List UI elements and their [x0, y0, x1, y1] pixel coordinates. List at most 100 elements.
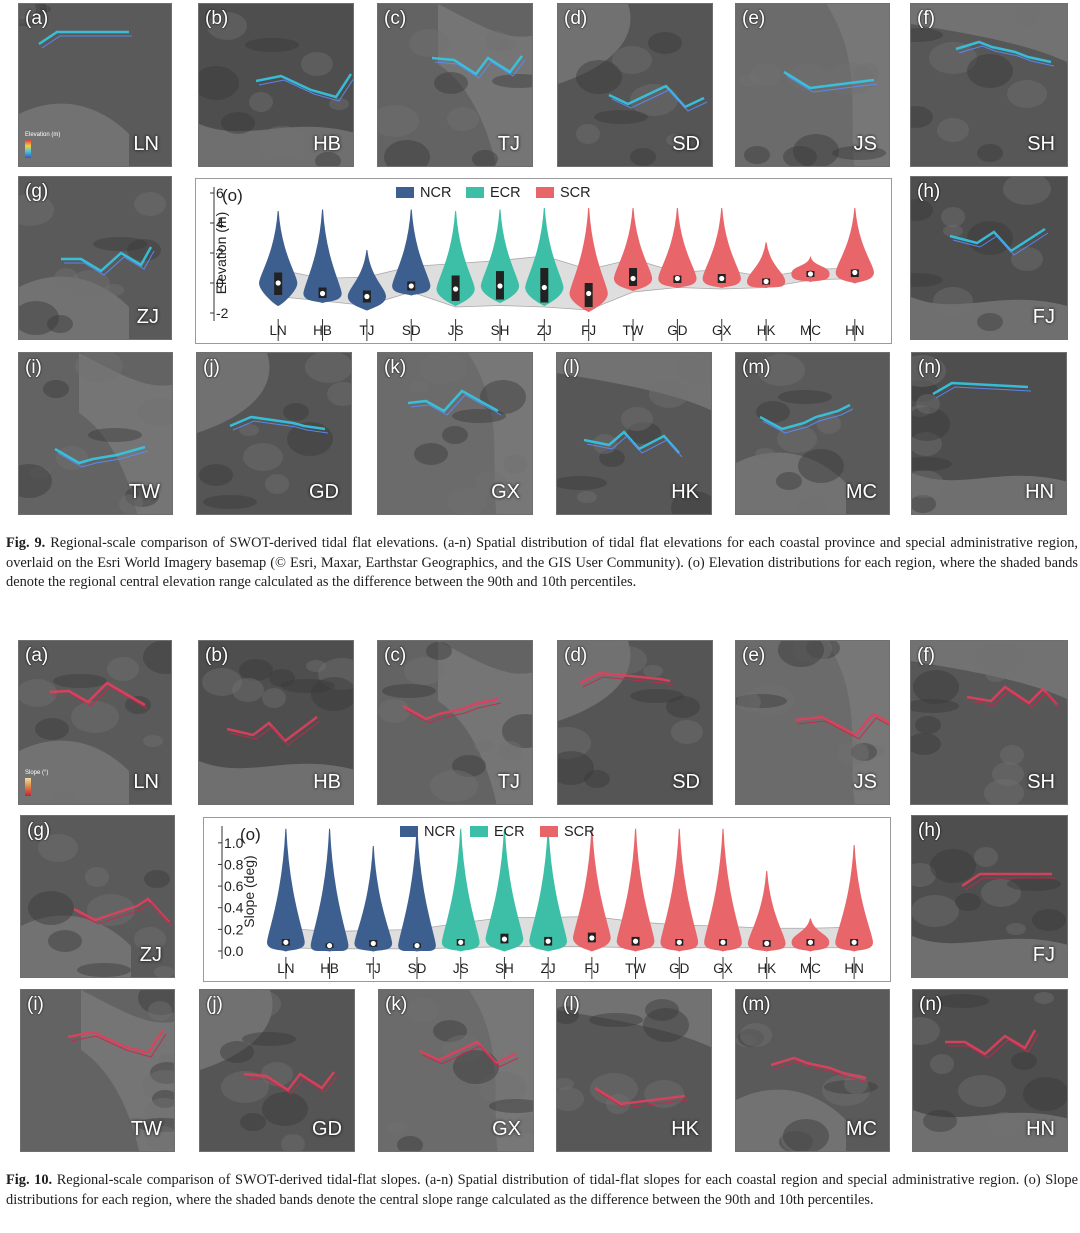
terrain-texture: [630, 689, 684, 703]
tidal-flat-overlay: [770, 1056, 867, 1080]
satellite-image: [378, 353, 532, 514]
region-label: TJ: [497, 771, 520, 793]
terrain-texture: [737, 692, 761, 712]
terrain-texture: [929, 42, 977, 74]
terrain-texture: [269, 669, 295, 687]
terrain-texture: [736, 1035, 756, 1047]
tidal-flat-overlay: [594, 1086, 686, 1106]
terrain-texture: [265, 474, 289, 494]
terrain-texture: [419, 353, 467, 384]
terrain-texture: [986, 670, 1006, 682]
panel-label: (f): [917, 645, 935, 666]
terrain-texture: [822, 1074, 870, 1106]
violin-gx: [702, 207, 741, 289]
y-tick-label: 2: [216, 245, 224, 261]
terrain-texture: [146, 1126, 174, 1150]
panel-label: (h): [918, 820, 942, 841]
terrain-texture: [262, 688, 286, 708]
panel-label: (d): [564, 645, 588, 666]
terrain-texture: [249, 92, 273, 112]
region-label: LN: [133, 133, 159, 155]
satellite-image: [21, 816, 174, 977]
violin-gd: [658, 207, 697, 289]
terrain-texture: [599, 449, 625, 467]
terrain-texture: [788, 63, 828, 91]
tidal-flat-overlay: [582, 676, 674, 688]
tidal-flat-overlay: [258, 78, 353, 102]
sea-area: [200, 990, 273, 1070]
violin-body: [485, 828, 524, 952]
x-tick-label: GX: [712, 323, 732, 338]
region-label: LN: [133, 771, 159, 793]
x-tick-label: SD: [402, 323, 421, 338]
legend-label-ncr: NCR: [420, 185, 451, 201]
panel-label: (e): [742, 8, 766, 29]
terrain-texture: [404, 657, 444, 685]
map-panel-zj: (g) ZJ: [20, 815, 175, 978]
region-label: GD: [312, 1118, 342, 1140]
region-label: HN: [1026, 1118, 1055, 1140]
tidal-flat-overlay: [759, 403, 851, 431]
terrain-texture: [558, 727, 591, 759]
terrain-texture: [19, 4, 44, 23]
terrain-texture: [744, 146, 770, 164]
sea-area: [197, 353, 270, 433]
median-marker: [369, 940, 377, 947]
terrain-texture: [232, 678, 264, 702]
terrain-texture: [981, 879, 1021, 907]
terrain-texture: [976, 641, 1024, 673]
terrain-texture: [589, 641, 613, 659]
terrain-texture: [837, 741, 869, 765]
terrain-texture: [414, 443, 448, 465]
chart-panel-label: (o): [240, 825, 261, 844]
x-tick-label: TJ: [359, 323, 374, 338]
region-label: SH: [1027, 771, 1055, 793]
map-panel-mc: (m) MC: [735, 989, 890, 1152]
tidal-flat-overlay: [964, 877, 1055, 891]
violin-body: [658, 207, 697, 289]
violin-body: [347, 249, 387, 311]
satellite-image: [379, 990, 533, 1151]
terrain-texture: [85, 867, 109, 887]
map-panel-hk: (l) HK: [556, 352, 712, 515]
terrain-texture: [577, 491, 597, 503]
median-marker: [673, 275, 681, 282]
x-tick-label: FJ: [581, 323, 596, 338]
tidal-flat-overlay: [232, 420, 329, 434]
x-tick-label: SH: [491, 323, 510, 338]
terrain-texture: [378, 105, 419, 137]
terrain-texture: [1007, 877, 1061, 891]
y-tick-label: 0.4: [224, 900, 244, 916]
terrain-texture: [202, 668, 242, 696]
terrain-texture: [144, 870, 170, 888]
terrain-texture: [134, 192, 166, 216]
terrain-texture: [199, 464, 233, 486]
violin-body: [704, 828, 742, 952]
terrain-texture: [1000, 745, 1024, 765]
violin-body: [529, 828, 568, 952]
satellite-image: [912, 816, 1067, 977]
map-panel-mc: (m) MC: [735, 352, 890, 515]
x-tick-label: HN: [844, 961, 864, 976]
violin-chart-svg: 6 4 2 0 -2 Elevation (m) (o) LN HB TJ SD JS SH ZJ FJ TW…: [210, 185, 874, 341]
tidal-flat-overlay: [786, 75, 878, 93]
terrain-texture: [384, 140, 430, 166]
violin-ln: [259, 210, 298, 307]
median-marker: [588, 934, 596, 942]
panel-label: (k): [385, 994, 408, 1015]
terrain-texture: [911, 28, 943, 42]
fig10-caption-text: Regional-scale comparison of SWOT-derive…: [6, 1172, 1078, 1208]
median-marker: [851, 269, 859, 276]
terrain-texture: [47, 315, 73, 333]
sea-area: [19, 740, 129, 804]
sea-area: [19, 103, 129, 166]
panel-label: (g): [25, 181, 49, 202]
sea-area: [81, 990, 174, 1151]
terrain-texture: [749, 63, 781, 87]
panel-label: (j): [203, 357, 220, 378]
median-marker: [496, 282, 504, 290]
terrain-texture: [797, 496, 829, 514]
tidal-flat-overlay: [932, 381, 1029, 396]
y-axis-title: Elevation (m): [213, 212, 229, 294]
colorbar-title: Slope (°): [25, 770, 49, 776]
